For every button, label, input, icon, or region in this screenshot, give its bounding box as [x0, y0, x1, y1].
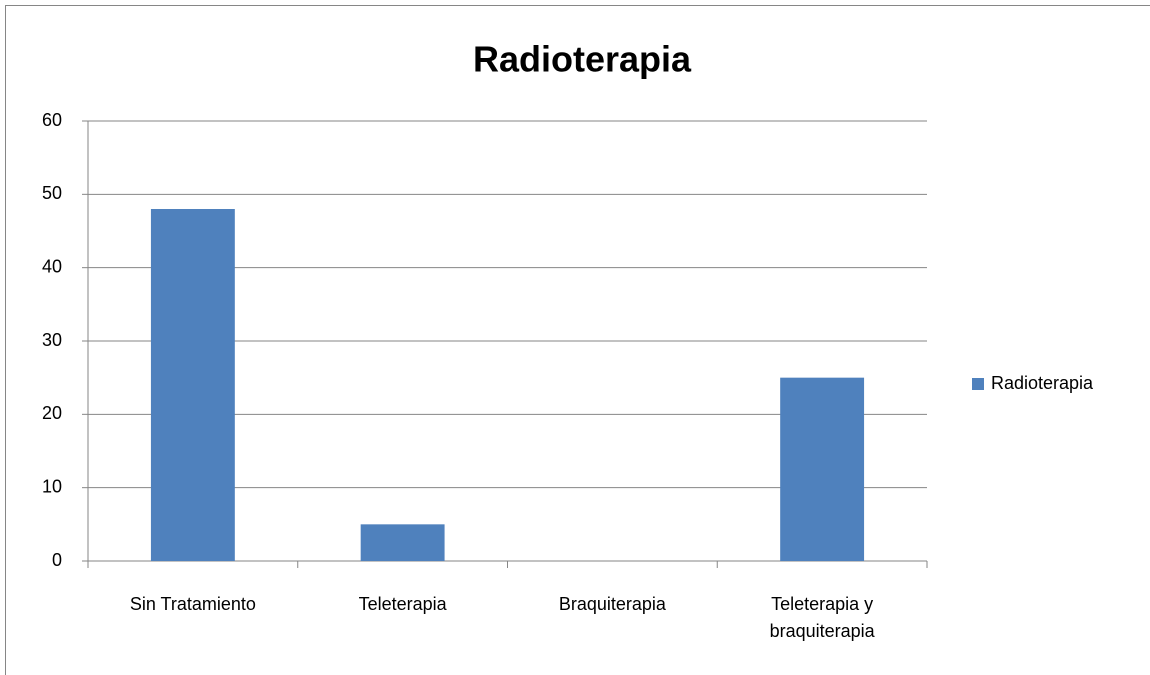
- legend-label: Radioterapia: [991, 373, 1094, 393]
- x-tick-label: Teleterapia: [358, 594, 447, 614]
- legend-swatch: [972, 378, 984, 390]
- bar: [780, 377, 865, 561]
- x-tick-label: Braquiterapia: [558, 594, 666, 614]
- bar: [150, 209, 235, 561]
- y-tick-label: 30: [42, 330, 62, 350]
- y-tick-label: 60: [42, 110, 62, 130]
- x-tick-label: Sin Tratamiento: [129, 594, 256, 614]
- y-tick-label: 10: [42, 476, 62, 496]
- x-tick-label: Teleterapia y braquiterapia: [769, 594, 875, 641]
- chart-frame: [5, 5, 1150, 675]
- y-tick-label: 50: [42, 183, 62, 203]
- y-tick-label: 40: [42, 256, 62, 276]
- y-tick-label: 0: [52, 550, 62, 570]
- chart-title: Radioterapia: [473, 39, 692, 80]
- bar: [360, 524, 445, 561]
- y-tick-label: 20: [42, 403, 62, 423]
